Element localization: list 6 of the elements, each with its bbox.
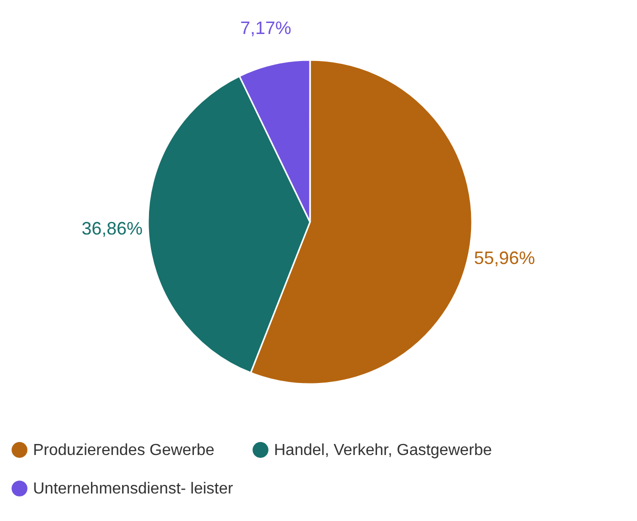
data-label: 55,96% (474, 248, 536, 268)
data-label: 7,17% (240, 18, 292, 38)
legend-label: Handel, Verkehr, Gastgewerbe (274, 442, 492, 459)
legend-label: Produzierendes Gewerbe (33, 442, 215, 459)
legend-label: Unternehmensdienst- leister (33, 480, 234, 498)
data-label: 36,86% (82, 218, 143, 238)
